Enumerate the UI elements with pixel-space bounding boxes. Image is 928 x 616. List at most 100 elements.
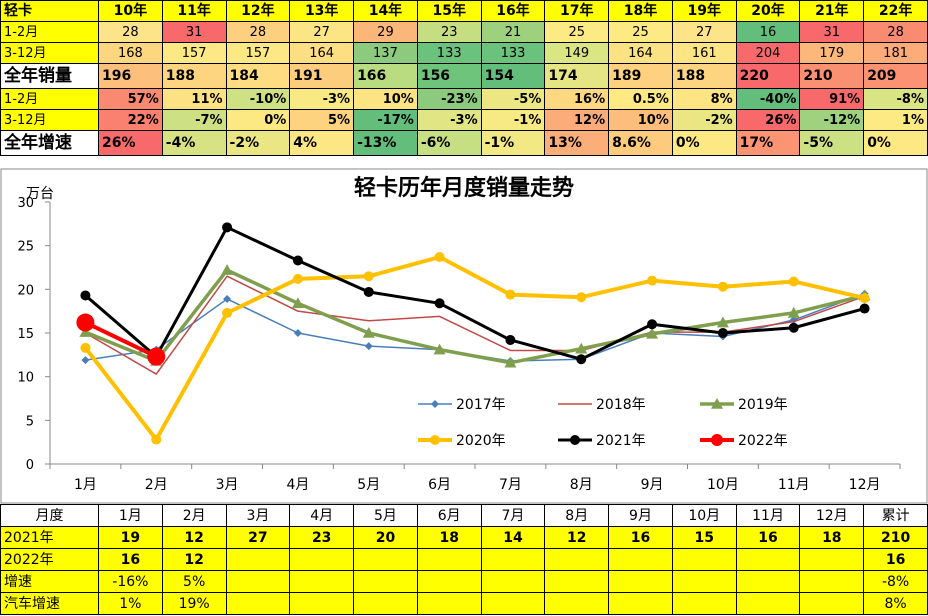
table-row: 1-2月 57% 11% -10% -3% 10% -23% -5% 16% 0.5% 8% -40%… xyxy=(0,88,928,110)
table-cell: 0% xyxy=(225,109,291,131)
header-cell: 10月 xyxy=(671,504,737,527)
table-cell: 220 xyxy=(735,63,801,89)
legend-marker xyxy=(431,400,439,408)
legend-label: 2018年 xyxy=(596,397,646,413)
line-chart: 轻卡历年月度销量走势 万台 0 5 10 15 20 25 30 1月 2月 3月 4月 5月 6月 7月 8月… xyxy=(0,168,928,504)
legend-marker xyxy=(711,398,723,409)
table-cell xyxy=(225,548,291,571)
header-cell: 11月 xyxy=(735,504,801,527)
table-cell: 26% xyxy=(735,109,801,131)
table-cell: 196 xyxy=(98,63,163,89)
table-cell xyxy=(735,592,801,615)
table-cell xyxy=(416,592,482,615)
table-cell: 12 xyxy=(161,548,227,571)
table-cell xyxy=(416,548,482,571)
table-cell: 25 xyxy=(608,21,673,43)
data-point xyxy=(80,290,91,301)
table-row: 1-2月 28 31 28 27 29 23 21 25 25 27 16 31 28 xyxy=(0,21,928,43)
y-tick-label: 0 xyxy=(26,458,34,473)
table-cell: 1% xyxy=(98,592,163,615)
table-cell xyxy=(671,570,737,593)
x-tick-label: 8月 xyxy=(570,477,593,493)
table-cell: 91% xyxy=(799,88,865,110)
x-tick-label: 12月 xyxy=(849,477,881,493)
data-point xyxy=(859,293,870,304)
x-tick-label: 3月 xyxy=(216,477,239,493)
table-cell xyxy=(799,592,865,615)
series-line xyxy=(84,225,865,361)
table-cell: 137 xyxy=(353,42,418,64)
top-table-header-row: 轻卡 10年 11年 12年 13年 14年 15年 16年 17年 18年 19年 20年 21年 22… xyxy=(0,0,928,22)
data-point xyxy=(362,327,375,338)
data-point xyxy=(647,275,658,286)
table-cell: 27 xyxy=(225,526,291,549)
table-cell: -40% xyxy=(735,88,801,110)
table-cell: 154 xyxy=(480,63,546,89)
table-cell: 23 xyxy=(289,526,355,549)
table-cell: 28 xyxy=(863,21,928,43)
header-cell: 9月 xyxy=(608,504,673,527)
row-label: 全年销量 xyxy=(0,63,99,89)
table-cell: -5% xyxy=(799,130,865,156)
header-cell: 12月 xyxy=(799,504,865,527)
legend-label: 2021年 xyxy=(596,433,646,449)
table-cell: 0% xyxy=(863,130,928,156)
table-cell: 181 xyxy=(863,42,928,64)
table-cell: -3% xyxy=(416,109,482,131)
data-point xyxy=(787,306,800,318)
bottom-table-header-row: 月度 1月 2月 3月 4月 5月 6月 7月 8月 9月 10月 11月 12月 累计 xyxy=(0,504,928,527)
table-cell: 191 xyxy=(289,63,355,89)
header-cell: 累计 xyxy=(863,504,928,527)
table-cell: 8% xyxy=(671,88,737,110)
series-line xyxy=(85,275,865,375)
table-cell xyxy=(416,570,482,593)
data-point xyxy=(363,271,374,282)
row-label: 3-12月 xyxy=(0,109,99,131)
table-cell: 161 xyxy=(671,42,737,64)
x-tick-label: 11月 xyxy=(778,477,810,493)
series-line xyxy=(83,255,866,442)
table-cell: 31 xyxy=(161,21,227,43)
table-cell xyxy=(544,592,610,615)
data-point xyxy=(434,298,445,309)
table-cell: 11% xyxy=(161,88,227,110)
unit-label: 万台 xyxy=(26,186,54,202)
table-cell: 18 xyxy=(416,526,482,549)
x-tick-label: 1月 xyxy=(74,477,97,493)
year-header-cell: 15年 xyxy=(416,0,482,22)
series-line xyxy=(84,268,866,365)
data-point xyxy=(647,319,658,330)
year-header-cell: 11年 xyxy=(161,0,227,22)
row-label: 增速 xyxy=(0,570,99,593)
table-cell: 27 xyxy=(289,21,355,43)
table-cell xyxy=(480,570,546,593)
data-point xyxy=(505,334,516,345)
data-point xyxy=(363,286,374,297)
table-cell: 204 xyxy=(735,42,801,64)
table-cell: 133 xyxy=(480,42,546,64)
data-point xyxy=(859,303,870,314)
table-cell: 10% xyxy=(608,109,673,131)
y-tick-label: 20 xyxy=(17,283,34,298)
table-cell: -23% xyxy=(416,88,482,110)
year-header-cell: 22年 xyxy=(863,0,928,22)
data-point xyxy=(576,354,587,365)
header-cell: 5月 xyxy=(353,504,418,527)
table-cell: 26% xyxy=(98,130,163,156)
table-cell: 209 xyxy=(863,63,928,89)
legend-label: 2022年 xyxy=(738,433,788,449)
header-cell: 3月 xyxy=(225,504,291,527)
x-tick-label: 7月 xyxy=(499,477,522,493)
row-label: 3-12月 xyxy=(0,42,99,64)
row-label: 全年增速 xyxy=(0,130,99,156)
table-cell: 27 xyxy=(671,21,737,43)
data-point xyxy=(504,356,517,368)
table-cell xyxy=(671,548,737,571)
table-cell xyxy=(735,548,801,571)
table-cell: 168 xyxy=(98,42,163,64)
table-cell: 16 xyxy=(735,21,801,43)
table-cell: 188 xyxy=(671,63,737,89)
table-cell: 179 xyxy=(799,42,865,64)
table-cell: 157 xyxy=(225,42,291,64)
table-cell xyxy=(480,592,546,615)
